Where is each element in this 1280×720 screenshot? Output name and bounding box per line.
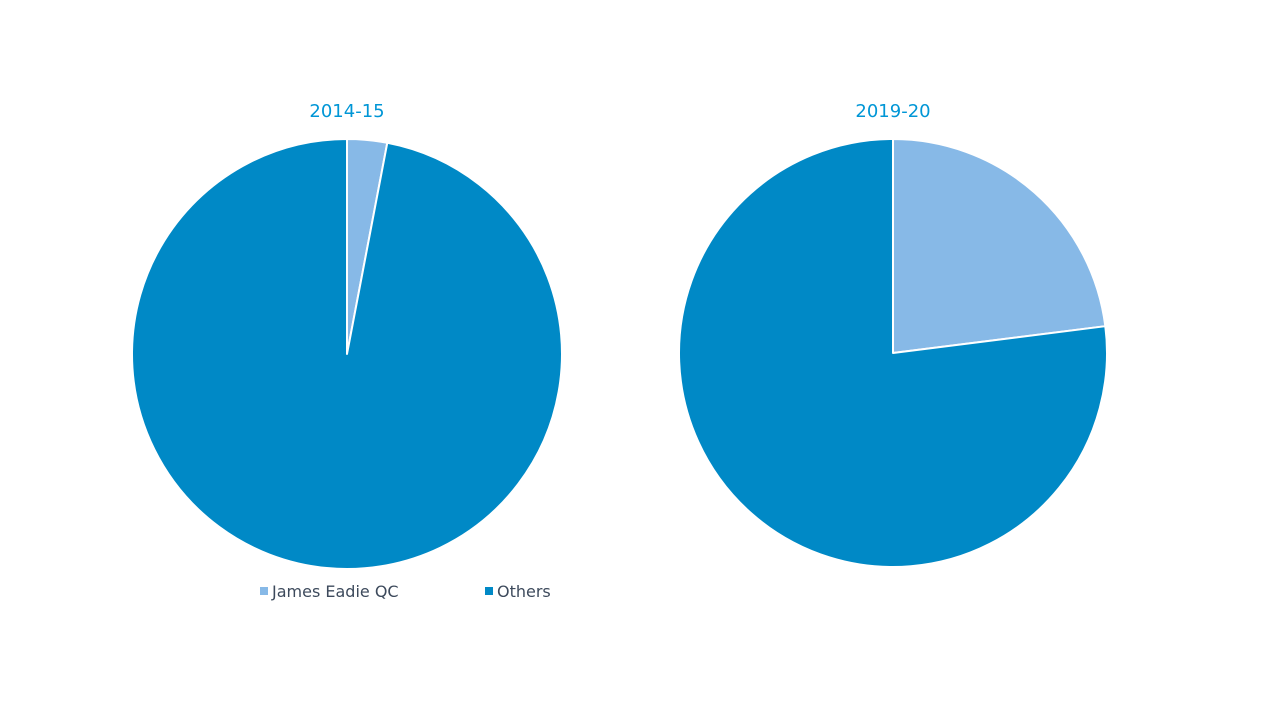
pie-2014-15: [131, 138, 563, 570]
pie-slice-2019-20-others: [678, 138, 1108, 568]
legend-swatch-others: [485, 587, 493, 595]
legend-item-james-eadie-qc: James Eadie QC: [260, 582, 399, 602]
pie-title-2019-20: 2019-20: [855, 101, 931, 122]
legend-swatch-james-eadie-qc: [260, 587, 268, 595]
pie-slice-2014-15-others: [131, 138, 563, 570]
pie-slice-2019-20-james-eadie-qc: [892, 138, 1107, 354]
pie-2019-20: [678, 138, 1108, 568]
legend-label-james-eadie-qc: James Eadie QC: [272, 582, 399, 601]
pie-title-2014-15: 2014-15: [309, 101, 385, 122]
legend-item-others: Others: [485, 582, 551, 602]
legend-label-others: Others: [497, 582, 551, 601]
